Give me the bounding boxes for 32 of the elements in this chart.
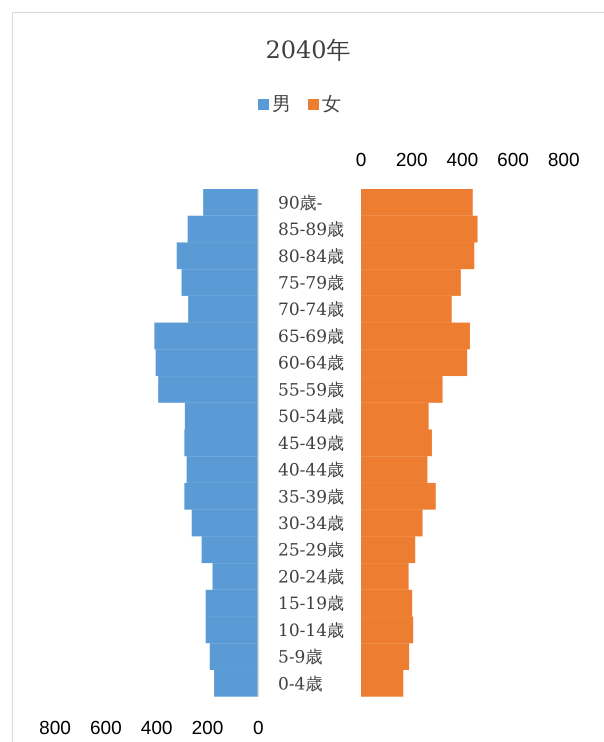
y-tick-label: 20-24歳	[278, 567, 344, 588]
y-tick-label: 50-54歳	[278, 407, 344, 428]
text: 2040年	[265, 36, 351, 64]
x-tick-label: 200	[396, 150, 428, 171]
x-tick-label: 400	[446, 150, 478, 171]
x-tick-label: 800	[39, 718, 71, 739]
y-tick-label: 90歳-	[278, 193, 322, 214]
y-tick-label: 35-39歳	[278, 487, 344, 508]
legend-label: 女	[322, 93, 341, 115]
x-tick-label: 0	[253, 718, 264, 739]
y-tick-label: 75-79歳	[278, 274, 344, 294]
y-tick-label: 15-19歳	[278, 594, 344, 614]
x-tick-label: 800	[548, 150, 580, 171]
x-tick-label: 400	[140, 718, 172, 739]
y-tick-label: 30-34歳	[278, 514, 344, 534]
y-tick-label: 25-29歳	[278, 540, 344, 561]
y-tick-label: 40-44歳	[278, 460, 344, 481]
y-tick-label: 10-14歳	[278, 620, 344, 641]
y-tick-label: 60-64歳	[278, 354, 344, 374]
y-tick-label: 5-9歳	[278, 648, 322, 668]
x-tick-label: 600	[90, 718, 122, 739]
legend-label: 男	[272, 93, 291, 115]
x-tick-label: 600	[497, 150, 529, 171]
y-tick-label: 55-59歳	[278, 380, 344, 400]
y-tick-label: 80-84歳	[278, 246, 344, 267]
x-tick-label: 200	[192, 718, 224, 739]
y-tick-label: 45-49歳	[278, 434, 344, 454]
y-tick-label: 65-69歳	[278, 326, 344, 347]
y-tick-label: 70-74歳	[278, 300, 344, 320]
x-tick-label: 0	[356, 150, 366, 171]
y-tick-label: 85-89歳	[278, 220, 344, 240]
y-tick-label: 0-4歳	[278, 674, 322, 694]
